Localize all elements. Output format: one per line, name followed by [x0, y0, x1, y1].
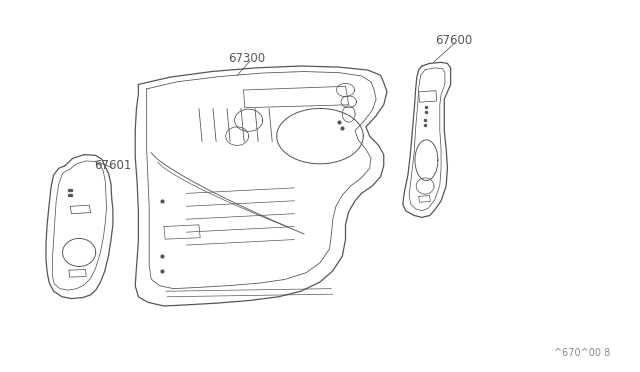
Text: 67300: 67300 — [228, 52, 266, 65]
Text: 67600: 67600 — [435, 33, 472, 46]
Text: ^670^00 8: ^670^00 8 — [554, 348, 610, 358]
Text: 67601: 67601 — [94, 159, 132, 172]
